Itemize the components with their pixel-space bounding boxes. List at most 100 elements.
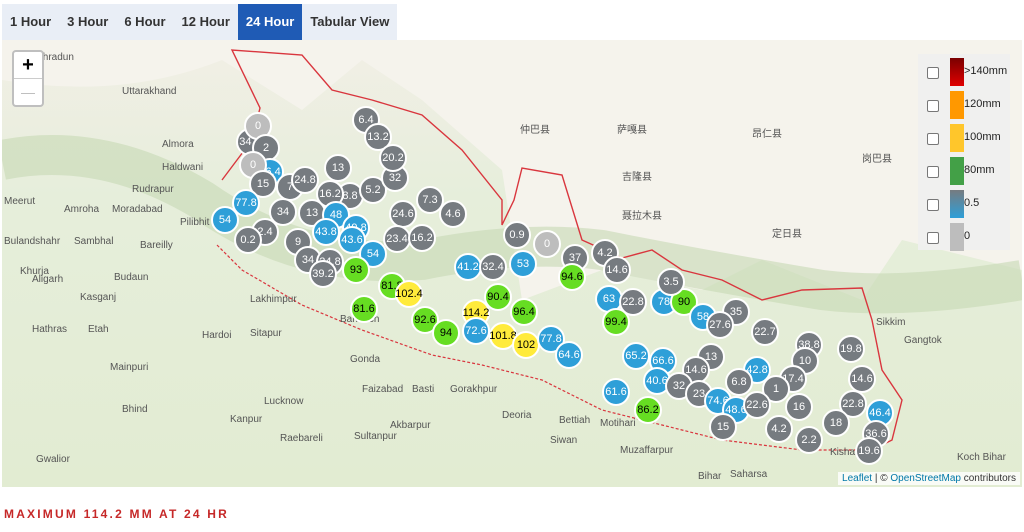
marker-label: 90 xyxy=(678,296,690,308)
marker[interactable] xyxy=(657,268,685,296)
marker[interactable] xyxy=(765,415,793,443)
marker[interactable] xyxy=(359,240,387,268)
marker-label: 27.6 xyxy=(709,319,730,331)
marker-label: 6.8 xyxy=(731,376,746,388)
place-label: 吉隆县 xyxy=(622,170,652,183)
link[interactable]: Leaflet xyxy=(842,473,873,484)
marker[interactable] xyxy=(309,260,337,288)
marker[interactable] xyxy=(432,319,460,347)
tab[interactable]: 6 Hour xyxy=(124,14,166,29)
marker[interactable] xyxy=(484,283,512,311)
marker-label: 16 xyxy=(793,401,805,413)
marker-label: 93 xyxy=(350,264,362,276)
marker[interactable] xyxy=(795,426,823,454)
marker[interactable] xyxy=(364,123,392,151)
foothills xyxy=(2,135,1022,314)
marker[interactable] xyxy=(785,393,813,421)
place-label: Siwan xyxy=(550,435,577,446)
marker[interactable] xyxy=(350,295,378,323)
marker[interactable] xyxy=(211,206,239,234)
marker[interactable] xyxy=(269,198,297,226)
marker[interactable] xyxy=(709,413,737,441)
marker[interactable] xyxy=(634,396,662,424)
marker[interactable] xyxy=(503,221,531,249)
checkbox[interactable] xyxy=(927,199,939,211)
marker-label: 24.6 xyxy=(392,208,413,220)
tab[interactable]: 12 Hour xyxy=(181,14,230,29)
marker[interactable] xyxy=(416,186,444,214)
place-label: Almora xyxy=(162,139,194,150)
marker[interactable] xyxy=(670,288,698,316)
marker-label: 32 xyxy=(389,172,401,184)
marker[interactable] xyxy=(509,250,537,278)
marker[interactable] xyxy=(395,280,423,308)
marker[interactable] xyxy=(291,166,319,194)
checkbox[interactable] xyxy=(927,232,939,244)
marker[interactable] xyxy=(411,306,439,334)
marker[interactable] xyxy=(439,200,467,228)
place-label: Budaun xyxy=(114,272,148,283)
checkbox[interactable] xyxy=(927,166,939,178)
marker[interactable] xyxy=(743,391,771,419)
marker[interactable] xyxy=(602,308,630,336)
marker[interactable] xyxy=(603,256,631,284)
link[interactable]: OpenStreetMap xyxy=(890,473,961,484)
marker[interactable] xyxy=(479,253,507,281)
marker[interactable] xyxy=(706,311,734,339)
marker[interactable] xyxy=(822,409,850,437)
marker[interactable] xyxy=(558,263,586,291)
marker[interactable] xyxy=(312,218,340,246)
tab[interactable]: 3 Hour xyxy=(67,14,109,29)
marker-label: 9 xyxy=(295,236,301,248)
zoom-in[interactable]: + xyxy=(22,54,34,76)
tab[interactable]: 1 Hour xyxy=(10,14,52,29)
marker[interactable] xyxy=(379,144,407,172)
tab[interactable]: Tabular View xyxy=(310,14,390,29)
checkbox[interactable] xyxy=(927,67,939,79)
place-label: Bulandshahr xyxy=(4,236,61,247)
marker[interactable] xyxy=(619,288,647,316)
border xyxy=(216,244,872,451)
marker-label: 43.8 xyxy=(315,226,336,238)
marker-label: 43.6 xyxy=(341,234,362,246)
marker[interactable] xyxy=(848,365,876,393)
marker-label: 22.6 xyxy=(746,399,767,411)
marker[interactable] xyxy=(249,170,277,198)
marker[interactable] xyxy=(359,176,387,204)
marker[interactable] xyxy=(234,226,262,254)
marker-label: 23 xyxy=(693,388,705,400)
marker[interactable] xyxy=(510,298,538,326)
marker[interactable] xyxy=(408,224,436,252)
marker[interactable] xyxy=(725,368,753,396)
marker-label: 15 xyxy=(257,178,269,190)
checkbox[interactable] xyxy=(927,133,939,145)
place-label: Moradabad xyxy=(112,204,163,215)
marker-label: 78 xyxy=(658,296,670,308)
marker[interactable] xyxy=(855,437,883,465)
marker[interactable] xyxy=(622,342,650,370)
marker[interactable] xyxy=(533,230,561,258)
marker[interactable] xyxy=(338,226,366,254)
marker-label: 13.2 xyxy=(367,131,388,143)
marker-label: 35 xyxy=(730,306,742,318)
legend-swatch xyxy=(950,157,964,185)
checkbox[interactable] xyxy=(927,100,939,112)
marker[interactable] xyxy=(232,189,260,217)
marker[interactable] xyxy=(602,378,630,406)
marker[interactable] xyxy=(462,317,490,345)
marker-label: 39.2 xyxy=(312,268,333,280)
marker[interactable] xyxy=(762,375,790,403)
legend-label: >140mm xyxy=(964,65,1008,77)
marker-label: 99.4 xyxy=(605,316,626,328)
place-label: Akbarpur xyxy=(390,420,431,431)
zoom-out[interactable]: — xyxy=(14,78,42,105)
marker[interactable] xyxy=(839,390,867,418)
marker[interactable] xyxy=(751,318,779,346)
marker[interactable] xyxy=(537,325,565,353)
marker[interactable] xyxy=(324,154,352,182)
marker[interactable] xyxy=(342,256,370,284)
marker[interactable] xyxy=(555,341,583,369)
tab[interactable]: 24 Hour xyxy=(237,4,303,40)
marker[interactable] xyxy=(837,335,865,363)
map[interactable]: Dehradun Uttarakhand Almora Haldwani Rudrapu… xyxy=(2,40,1022,487)
